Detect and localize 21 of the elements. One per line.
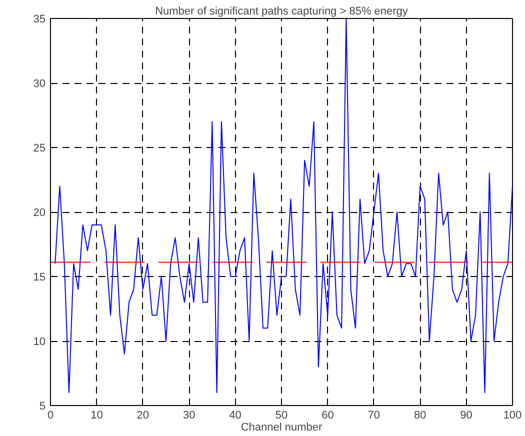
y-tick-label: 20 [33,207,46,219]
x-tick-label: 40 [229,410,242,422]
x-tick-label: 100 [503,410,522,422]
x-tick-label: 70 [368,410,380,422]
y-tick-label: 5 [39,400,46,412]
x-tick-label: 60 [322,410,334,422]
chart-title: Number of significant paths capturing > 85% energy [155,6,408,18]
y-tick-label: 35 [33,14,46,26]
line-series [54,18,512,394]
x-tick-label: 90 [460,410,472,422]
x-tick-label: 80 [414,410,426,422]
y-tick-label: 30 [33,78,46,90]
x-tick-label: 10 [90,410,103,422]
x-tick-label: 0 [47,410,54,422]
x-tick-label: 20 [136,410,150,422]
y-tick-label: 25 [33,142,46,154]
x-tick-label: 30 [182,410,196,422]
y-tick-label: 15 [33,272,46,284]
x-axis-title: Channel number [240,422,322,434]
x-tick-label: 50 [275,410,288,422]
y-tick-label: 10 [33,336,46,348]
